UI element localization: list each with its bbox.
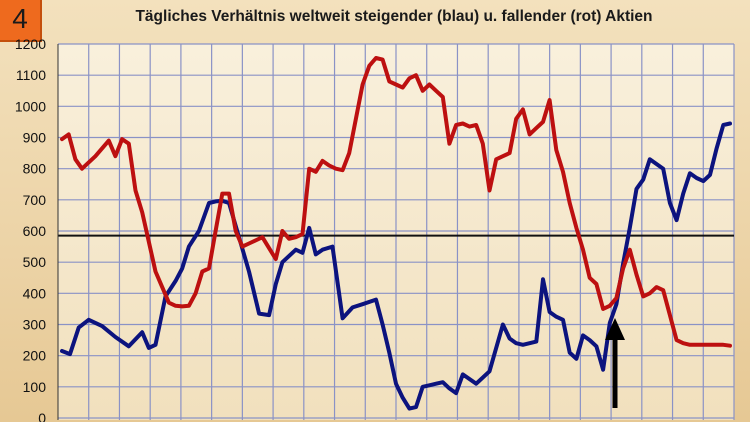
chart-title: Tägliches Verhältnis weltweit steigender… [135, 8, 653, 25]
series-group [60, 56, 732, 411]
crossover-arrow [605, 318, 625, 408]
y-axis-tick-labels: 0 100 200 300 400 500 600 700 800 900 1000 1100 1200 [15, 36, 46, 422]
series-line-blue [60, 121, 732, 411]
y-tick-label: 800 [23, 161, 47, 177]
chart-number-badge: 4 [0, 0, 42, 42]
y-tick-label: 700 [23, 192, 47, 208]
y-tick-label: 900 [23, 130, 47, 146]
y-tick-label: 600 [23, 223, 47, 239]
y-tick-label: 1100 [16, 67, 46, 83]
y-tick-label: 0 [38, 410, 46, 422]
y-tick-label: 500 [23, 254, 47, 270]
y-tick-label: 300 [23, 317, 47, 333]
y-tick-label: 400 [23, 285, 47, 301]
y-tick-label: 1000 [15, 98, 46, 114]
y-tick-label: 100 [23, 379, 47, 395]
y-tick-label: 200 [23, 348, 47, 364]
arrow-head [605, 318, 625, 340]
y-tick-label: 1200 [15, 36, 46, 52]
series-line-red [60, 56, 732, 348]
